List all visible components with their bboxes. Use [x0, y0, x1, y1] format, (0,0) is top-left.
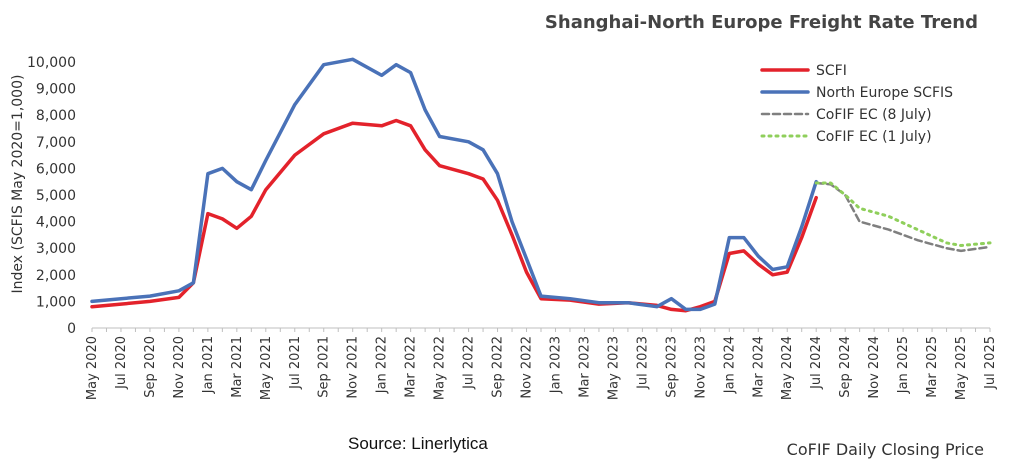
x-tick-label: Jul 2021 — [288, 336, 303, 390]
x-tick-label: Jul 2022 — [462, 336, 477, 390]
x-tick-label: Jul 2023 — [635, 336, 650, 390]
y-tick-label: 10,000 — [27, 55, 76, 71]
series-line-0 — [90, 118, 818, 313]
footer-note: CoFIF Daily Closing Price — [786, 440, 984, 459]
y-tick-label: 7,000 — [36, 135, 76, 151]
y-tick-label: 9,000 — [36, 82, 76, 98]
y-axis-labels: 0 1,000 2,000 3,000 4,000 5,000 6,000 7,000 8,00… — [27, 55, 76, 337]
series-line-3 — [814, 181, 992, 247]
x-tick-label: Jan 2024 — [722, 336, 737, 394]
series-layer — [90, 57, 992, 313]
x-tick-label: May 2020 — [85, 336, 100, 400]
x-tick-label: Jan 2023 — [548, 336, 563, 394]
x-tick-label: Nov 2024 — [867, 336, 882, 399]
series-line-2 — [814, 181, 992, 253]
x-tick-label: Jan 2021 — [201, 336, 216, 394]
x-tick-label: Mar 2022 — [404, 336, 419, 398]
x-tick-label: Nov 2020 — [172, 336, 187, 399]
x-tick-label: Jan 2022 — [375, 336, 390, 394]
y-axis-label: Index (SCFIS May 2020=1,000) — [10, 75, 26, 294]
y-tick-label: 5,000 — [36, 188, 76, 204]
x-axis: May 2020 Jul 2020 Sep 2020 Nov 2020 Jan 2021… — [85, 327, 998, 400]
x-tick-label: Sep 2024 — [838, 336, 853, 398]
x-tick-label: Jul 2020 — [114, 336, 129, 390]
x-tick-label: Sep 2020 — [143, 336, 158, 398]
y-tick-label: 8,000 — [36, 108, 76, 124]
y-tick-label: 4,000 — [36, 215, 76, 231]
y-tick-label: 3,000 — [36, 241, 76, 257]
source-note: Source: Linerlytica — [348, 434, 488, 453]
x-tick-label: May 2024 — [780, 336, 795, 400]
x-tick-label: May 2023 — [606, 336, 621, 400]
x-tick-label: Nov 2023 — [693, 336, 708, 399]
x-tick-label: May 2025 — [954, 336, 969, 400]
x-tick-label: Mar 2025 — [925, 336, 940, 398]
chart-title: Shanghai-North Europe Freight Rate Trend — [544, 12, 978, 33]
x-tick-label: Jan 2025 — [896, 336, 911, 394]
x-tick-label: Mar 2021 — [230, 336, 245, 398]
y-tick-label: 6,000 — [36, 161, 76, 177]
series-line-1 — [90, 57, 818, 312]
y-tick-label: 0 — [67, 321, 76, 337]
x-tick-label: Nov 2022 — [520, 336, 535, 399]
x-tick-label: Sep 2022 — [491, 336, 506, 398]
x-tick-label: Sep 2021 — [317, 336, 332, 398]
y-tick-label: 2,000 — [36, 268, 76, 284]
legend-label: North Europe SCFIS — [816, 85, 953, 101]
x-tick-label: Jul 2024 — [809, 336, 824, 390]
legend-label: SCFI — [816, 63, 847, 79]
legend-label: CoFIF EC (8 July) — [816, 107, 932, 123]
x-tick-label: Nov 2021 — [346, 336, 361, 399]
legend: SCFI North Europe SCFIS CoFIF EC (8 July) C… — [760, 63, 953, 145]
x-tick-label: May 2021 — [259, 336, 274, 400]
legend-label: CoFIF EC (1 July) — [816, 129, 932, 145]
y-tick-label: 1,000 — [36, 294, 76, 310]
x-tick-label: Jul 2025 — [983, 336, 998, 390]
x-tick-label: Mar 2024 — [751, 336, 766, 398]
x-tick-label: May 2022 — [433, 336, 448, 400]
x-tick-label: Mar 2023 — [577, 336, 592, 398]
x-tick-label: Sep 2023 — [664, 336, 679, 398]
